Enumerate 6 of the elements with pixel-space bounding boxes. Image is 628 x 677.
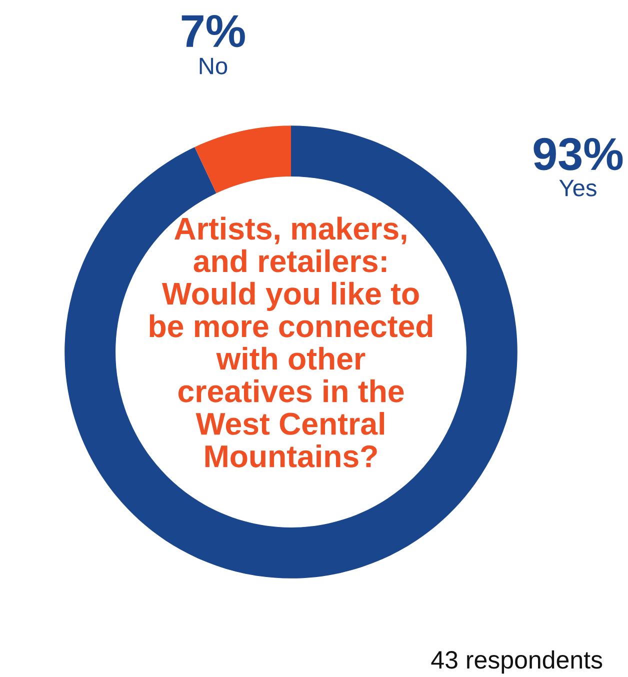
data-label: 93%: [534, 138, 623, 170]
text: Artists, makers, and retailers: Would you like to be more connected with other creatives in the West Central Mountains?: [150, 216, 432, 468]
data-label: 7%: [182, 14, 245, 48]
text: 43 respondents: [431, 650, 602, 674]
slice-label: No: [200, 58, 228, 74]
slice-label: Yes: [559, 180, 596, 196]
